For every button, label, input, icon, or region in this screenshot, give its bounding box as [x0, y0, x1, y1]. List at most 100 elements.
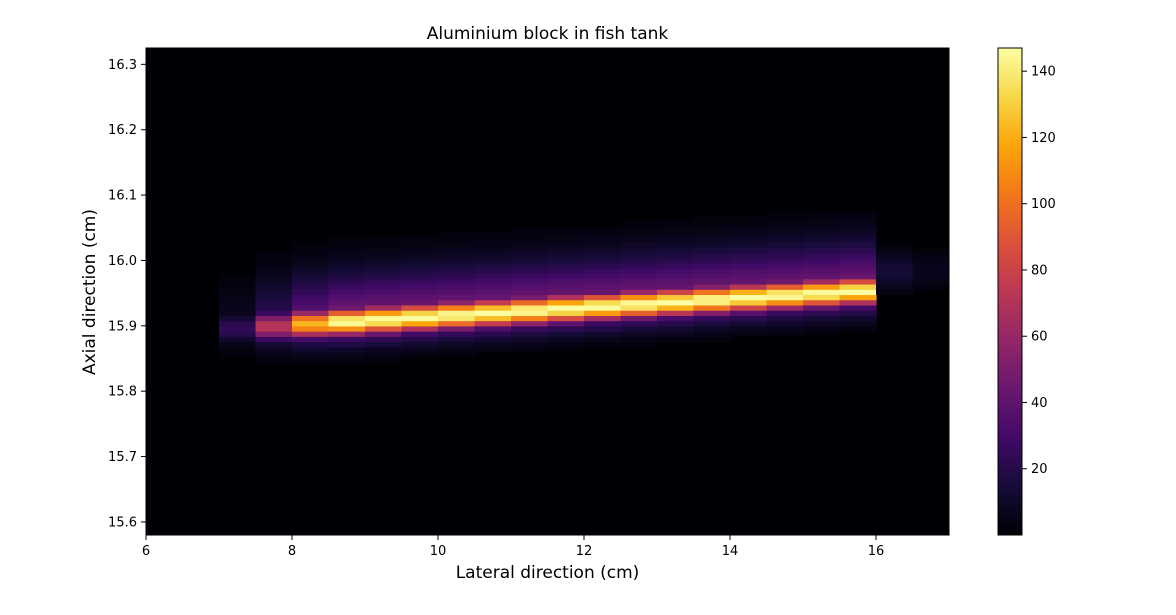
heatmap-cell: [839, 310, 877, 316]
heatmap-cell: [292, 336, 330, 343]
heatmap-cell: [401, 289, 439, 296]
heatmap-cell: [474, 257, 512, 264]
heatmap-cell: [766, 268, 804, 275]
heatmap-cell: [474, 315, 512, 322]
heatmap-cell: [693, 325, 731, 332]
heatmap-cell: [438, 299, 476, 306]
heatmap-cell: [511, 247, 549, 254]
heatmap-cell: [657, 289, 695, 296]
heatmap-cell: [803, 289, 841, 296]
heatmap-cell: [620, 310, 658, 316]
heatmap-cell: [839, 242, 877, 248]
heatmap-cell: [511, 263, 549, 269]
heatmap-cell: [511, 294, 549, 301]
heatmap-cell: [255, 346, 293, 353]
heatmap-cell: [803, 231, 841, 238]
heatmap-cell: [584, 236, 622, 243]
heatmap-cell: [292, 320, 330, 327]
heatmap-cell: [584, 294, 622, 301]
y-tick-label: 15.8: [108, 385, 137, 400]
colorbar-tick-label: 100: [1031, 197, 1056, 212]
heatmap-cell: [474, 283, 512, 290]
colorbar-tick-label: 40: [1031, 396, 1048, 411]
heatmap-cell: [328, 346, 366, 353]
heatmap-cells: [219, 210, 949, 364]
heatmap-cell: [365, 315, 403, 322]
heatmap-cell: [511, 278, 549, 285]
heatmap-cell: [292, 273, 330, 280]
x-tick-label: 10: [430, 544, 447, 559]
heatmap-cell: [803, 299, 841, 306]
heatmap-cell: [730, 273, 768, 280]
heatmap-cell: [438, 247, 476, 254]
heatmap-cell: [657, 263, 695, 269]
heatmap-cell: [693, 336, 731, 343]
heatmap-cell: [401, 325, 439, 332]
heatmap-cell: [511, 231, 549, 238]
heatmap-cell: [730, 247, 768, 254]
heatmap-cell: [766, 331, 804, 337]
heatmap-cell: [401, 257, 439, 264]
heatmap-cell: [255, 304, 293, 311]
chart-title: Aluminium block in fish tank: [427, 24, 669, 44]
heatmap-cell: [292, 294, 330, 301]
heatmap-cell: [693, 221, 731, 228]
heatmap-cell: [219, 320, 257, 327]
heatmap-cell: [620, 247, 658, 254]
heatmap-cell: [255, 341, 293, 348]
heatmap-cell: [803, 247, 841, 254]
heatmap-cell: [292, 252, 330, 259]
heatmap-cell: [693, 242, 731, 248]
x-tick-label: 14: [722, 544, 739, 559]
heatmap-cell: [839, 257, 877, 264]
heatmap-cell: [292, 299, 330, 306]
heatmap-cell: [438, 336, 476, 343]
heatmap-cell: [547, 283, 585, 290]
x-tick-label: 16: [868, 544, 885, 559]
heatmap-cell: [255, 278, 293, 285]
heatmap-cell: [584, 231, 622, 238]
heatmap-cell: [511, 336, 549, 343]
heatmap-cell: [474, 294, 512, 301]
heatmap-cell: [365, 331, 403, 337]
heatmap-cell: [328, 263, 366, 269]
heatmap-cell: [219, 278, 257, 285]
heatmap-cell: [693, 320, 731, 327]
heatmap-cell: [511, 283, 549, 290]
heatmap-cell: [401, 320, 439, 327]
heatmap-cell: [766, 325, 804, 332]
heatmap-cell: [803, 325, 841, 332]
heatmap-cell: [547, 226, 585, 233]
heatmap-cell: [730, 216, 768, 222]
y-tick-label: 16.3: [108, 58, 137, 73]
heatmap-cell: [474, 247, 512, 254]
heatmap-cell: [401, 336, 439, 343]
heatmap-cell: [365, 341, 403, 348]
heatmap-cell: [766, 289, 804, 296]
heatmap-cell: [292, 315, 330, 322]
heatmap-cell: [620, 263, 658, 269]
heatmap-cell: [219, 351, 257, 358]
heatmap-cell: [474, 273, 512, 280]
colorbar-tick-label: 140: [1031, 65, 1056, 80]
heatmap-cell: [547, 278, 585, 285]
heatmap-cell: [839, 268, 877, 275]
heatmap-cell: [219, 304, 257, 311]
heatmap-cell: [912, 268, 949, 275]
heatmap-cell: [328, 257, 366, 264]
heatmap-cell: [328, 283, 366, 290]
heatmap-cell: [839, 226, 877, 233]
heatmap-cell: [766, 315, 804, 322]
heatmap-cell: [620, 283, 658, 290]
heatmap-cell: [620, 299, 658, 306]
heatmap-cell: [693, 310, 731, 316]
heatmap-cell: [401, 273, 439, 280]
heatmap-cell: [839, 247, 877, 254]
heatmap-cell: [511, 331, 549, 337]
heatmap-cell: [365, 357, 403, 364]
heatmap-cell: [547, 231, 585, 238]
heatmap-cell: [219, 289, 257, 296]
heatmap-cell: [730, 320, 768, 327]
heatmap-cell: [620, 315, 658, 322]
colorbar-tick-label: 80: [1031, 263, 1048, 278]
